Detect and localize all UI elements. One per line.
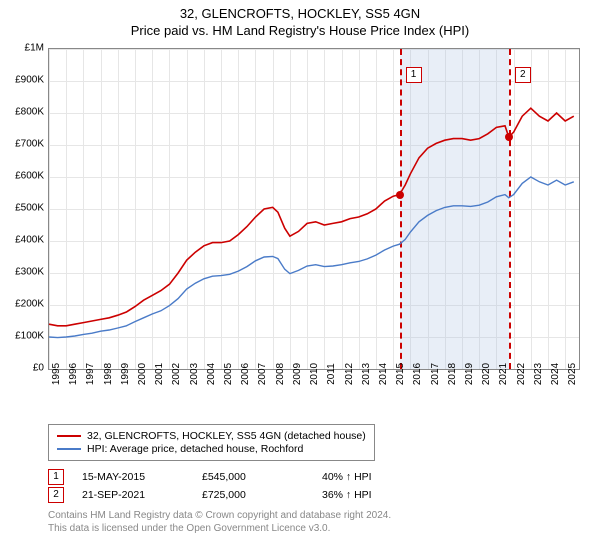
chart-area: 12 £0 £100K £200K £300K £400K £500K £600K £700K £… <box>0 44 600 418</box>
footer-line-1: Contains HM Land Registry data © Crown c… <box>48 509 580 522</box>
x-axis-label: 2018 <box>447 363 458 385</box>
x-axis-label: 1999 <box>120 363 131 385</box>
x-axis-label: 2013 <box>361 363 372 385</box>
x-axis-label: 2004 <box>206 363 217 385</box>
x-axis-label: 2016 <box>412 363 423 385</box>
x-axis-label: 2003 <box>189 363 200 385</box>
y-axis-label: £100K <box>4 331 44 342</box>
footer-line-2: This data is licensed under the Open Gov… <box>48 522 580 535</box>
x-axis-label: 2012 <box>344 363 355 385</box>
x-axis-label: 2015 <box>395 363 406 385</box>
x-axis-label: 2002 <box>171 363 182 385</box>
x-axis-label: 2008 <box>275 363 286 385</box>
x-axis-label: 2009 <box>292 363 303 385</box>
y-axis-label: £300K <box>4 267 44 278</box>
x-axis-label: 2005 <box>223 363 234 385</box>
sales-date: 21-SEP-2021 <box>82 489 202 501</box>
legend-swatch <box>57 448 81 450</box>
sales-price: £725,000 <box>202 489 322 501</box>
series-line <box>49 177 574 338</box>
x-axis-label: 2010 <box>309 363 320 385</box>
y-axis-label: £700K <box>4 139 44 150</box>
legend-label: 32, GLENCROFTS, HOCKLEY, SS5 4GN (detach… <box>87 430 366 442</box>
chart-subtitle: Price paid vs. HM Land Registry's House … <box>0 23 600 38</box>
sales-marker: 2 <box>48 487 64 503</box>
chart-container: 32, GLENCROFTS, HOCKLEY, SS5 4GN Price p… <box>0 6 600 535</box>
footer-attribution: Contains HM Land Registry data © Crown c… <box>48 509 580 535</box>
series-svg <box>49 49 579 369</box>
y-axis-label: £900K <box>4 75 44 86</box>
y-axis-label: £0 <box>4 363 44 374</box>
x-axis-label: 1998 <box>103 363 114 385</box>
sales-price: £545,000 <box>202 471 322 483</box>
sales-row: 2 21-SEP-2021£725,00036% ↑ HPI <box>48 487 580 503</box>
sales-delta: 40% ↑ HPI <box>322 471 442 483</box>
x-axis-label: 2011 <box>326 363 337 385</box>
y-axis-label: £1M <box>4 43 44 54</box>
y-axis-label: £500K <box>4 203 44 214</box>
y-axis-label: £800K <box>4 107 44 118</box>
legend-label: HPI: Average price, detached house, Roch… <box>87 443 303 455</box>
x-axis-label: 2025 <box>567 363 578 385</box>
x-axis-label: 1995 <box>51 363 62 385</box>
sales-marker: 1 <box>48 469 64 485</box>
legend-row: HPI: Average price, detached house, Roch… <box>57 443 366 455</box>
x-axis-label: 2007 <box>257 363 268 385</box>
x-axis-label: 2001 <box>154 363 165 385</box>
x-axis-label: 2014 <box>378 363 389 385</box>
series-line <box>49 108 574 326</box>
y-axis-label: £200K <box>4 299 44 310</box>
x-axis-label: 2024 <box>550 363 561 385</box>
x-axis-label: 2000 <box>137 363 148 385</box>
x-axis-label: 2022 <box>516 363 527 385</box>
x-axis-label: 2021 <box>498 363 509 385</box>
chart-title: 32, GLENCROFTS, HOCKLEY, SS5 4GN <box>0 6 600 21</box>
legend-row: 32, GLENCROFTS, HOCKLEY, SS5 4GN (detach… <box>57 430 366 442</box>
sales-date: 15-MAY-2015 <box>82 471 202 483</box>
x-axis-label: 2020 <box>481 363 492 385</box>
legend-swatch <box>57 435 81 437</box>
sales-row: 1 15-MAY-2015£545,00040% ↑ HPI <box>48 469 580 485</box>
x-axis-label: 1997 <box>85 363 96 385</box>
x-axis-label: 2006 <box>240 363 251 385</box>
y-axis-label: £600K <box>4 171 44 182</box>
legend: 32, GLENCROFTS, HOCKLEY, SS5 4GN (detach… <box>48 424 375 461</box>
x-axis-label: 2023 <box>533 363 544 385</box>
x-axis-label: 2019 <box>464 363 475 385</box>
x-axis-label: 1996 <box>68 363 79 385</box>
sales-delta: 36% ↑ HPI <box>322 489 442 501</box>
sales-table: 1 15-MAY-2015£545,00040% ↑ HPI 2 21-SEP-202… <box>48 469 580 503</box>
plot-area: 12 <box>48 48 580 370</box>
y-axis-label: £400K <box>4 235 44 246</box>
x-axis-label: 2017 <box>430 363 441 385</box>
